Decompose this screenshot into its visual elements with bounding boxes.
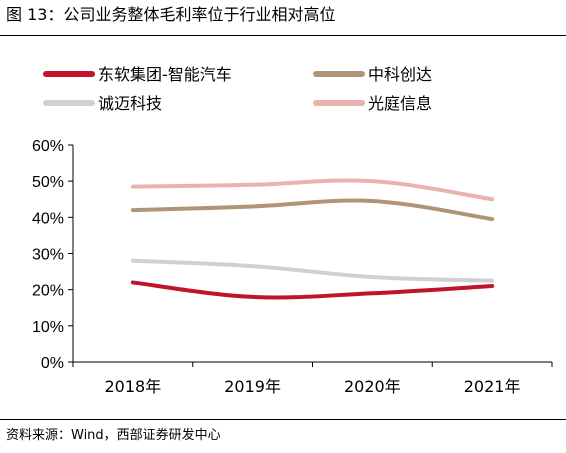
series-line-中科创达 (130, 198, 495, 222)
legend-label-东软集团-智能汽车: 东软集团-智能汽车 (98, 65, 232, 84)
legend-label-光庭信息: 光庭信息 (368, 94, 432, 113)
y-axis: 0% 10% 20% 30% 40% 50% 60% (32, 138, 74, 372)
y-tick-label: 40% (32, 210, 64, 227)
x-axis: 2018年 2019年 2020年 2021年 (72, 361, 553, 396)
legend-label-中科创达: 中科创达 (368, 65, 432, 84)
y-tick-label: 30% (32, 247, 64, 264)
series-lines (130, 178, 495, 300)
y-tick-label: 50% (32, 174, 64, 191)
x-tick-label: 2020年 (344, 377, 401, 396)
legend-label-诚迈科技: 诚迈科技 (98, 94, 162, 113)
series-line-光庭信息 (130, 178, 495, 202)
y-tick-label: 20% (32, 283, 64, 300)
footer-divider (0, 419, 566, 420)
x-tick-label: 2019年 (224, 377, 281, 396)
figure-title: 图 13：公司业务整体毛利率位于行业相对高位 (6, 5, 336, 24)
series-line-诚迈科技 (130, 258, 495, 283)
series-line-东软集团-智能汽车 (130, 280, 495, 300)
y-tick-label: 60% (32, 138, 64, 155)
source-note: 资料来源：Wind，西部证券研发中心 (6, 428, 221, 443)
title-divider (0, 35, 566, 36)
x-tick-label: 2021年 (464, 377, 521, 396)
x-tick-label: 2018年 (105, 377, 162, 396)
y-tick-label: 0% (41, 355, 64, 372)
y-tick-label: 10% (32, 319, 64, 336)
